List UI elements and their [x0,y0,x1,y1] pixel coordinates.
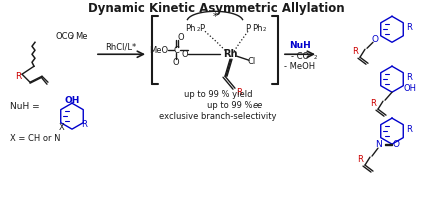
Text: R: R [81,120,87,129]
Text: O: O [182,50,188,59]
Text: ee: ee [253,101,263,110]
Text: OCO: OCO [55,32,74,41]
Text: 2: 2 [70,35,73,40]
Text: R: R [15,72,21,81]
Text: RhCl/L*: RhCl/L* [105,43,137,52]
Text: O: O [393,140,400,149]
Text: - MeOH: - MeOH [284,62,315,71]
Text: up to 99 %: up to 99 % [207,101,255,110]
Text: R: R [352,47,358,56]
Text: Me: Me [75,32,88,41]
Text: R: R [370,99,376,108]
Text: C: C [173,46,179,55]
Text: N: N [375,140,381,149]
Text: OH: OH [64,96,79,105]
Text: X = CH or N: X = CH or N [10,134,60,143]
Text: 2: 2 [263,27,267,32]
Text: exclusive branch-selectivity: exclusive branch-selectivity [159,112,277,121]
Text: O: O [372,35,378,44]
Text: P: P [200,24,205,33]
Text: O: O [178,33,184,42]
Text: Ph: Ph [252,24,263,33]
Text: R: R [357,155,363,164]
Text: R: R [406,73,412,82]
Text: R: R [406,125,412,134]
Text: X: X [59,123,65,132]
Text: MeO: MeO [149,46,168,55]
Text: OH: OH [403,84,416,93]
Text: NuH =: NuH = [10,102,40,111]
Text: - CO: - CO [291,52,309,61]
Text: up to 99 % yield: up to 99 % yield [184,90,252,99]
Text: P: P [245,24,251,33]
Text: R: R [406,23,412,32]
Text: Ph: Ph [185,24,195,33]
Text: O: O [173,58,179,67]
Text: 2: 2 [196,27,200,32]
Text: Cl: Cl [248,57,256,66]
Text: Rh: Rh [223,49,237,59]
Text: Dynamic Kinetic Asymmetric Allylation: Dynamic Kinetic Asymmetric Allylation [88,2,344,15]
Text: NuH: NuH [289,41,311,50]
Text: R: R [236,88,242,97]
Text: 2: 2 [313,55,317,60]
Text: *: * [213,12,217,22]
